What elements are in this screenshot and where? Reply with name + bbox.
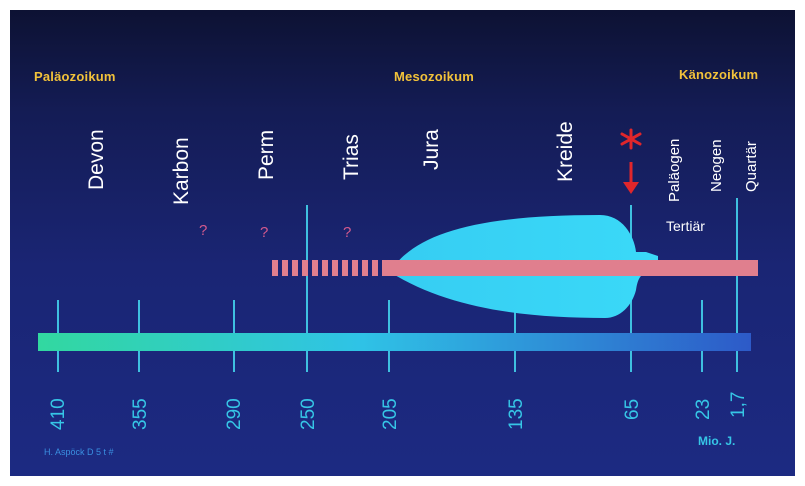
red-down-arrow-icon xyxy=(623,162,639,194)
uncertain-range-dashes xyxy=(272,260,378,276)
age-label-65: 65 xyxy=(622,398,643,420)
geologic-timeline-slide: Paläozoikum Mesozoikum Känozoikum Devon … xyxy=(10,10,795,476)
age-label-23: 23 xyxy=(693,398,714,420)
period-karbon: Karbon xyxy=(170,137,193,205)
period-kreide: Kreide xyxy=(554,121,577,182)
period-perm: Perm xyxy=(255,129,278,180)
confirmed-range-bar xyxy=(382,260,758,276)
tertiary-label: Tertiär xyxy=(666,218,705,234)
timeline-graphics xyxy=(38,128,758,372)
question-mark-karbon: ? xyxy=(199,222,208,239)
age-label-410: 410 xyxy=(48,398,69,430)
period-quartaer: Quartär xyxy=(743,141,760,192)
period-palaeogen: Paläogen xyxy=(666,138,683,202)
age-label-290: 290 xyxy=(224,398,245,430)
period-devon: Devon xyxy=(85,129,108,190)
red-star-icon xyxy=(620,128,642,150)
question-mark-perm: ? xyxy=(260,224,269,241)
period-jura: Jura xyxy=(420,129,443,170)
age-label-250: 250 xyxy=(298,398,319,430)
credit-label: H. Aspöck D 5 t # xyxy=(44,447,114,457)
age-label-355: 355 xyxy=(130,398,151,430)
period-trias: Trias xyxy=(340,134,363,180)
era-label-mesozoic: Mesozoikum xyxy=(394,69,475,84)
age-label-1-7: 1,7 xyxy=(728,391,749,418)
unit-label: Mio. J. xyxy=(698,434,736,448)
age-label-135: 135 xyxy=(506,398,527,430)
timeline-bar xyxy=(38,333,751,351)
question-mark-trias: ? xyxy=(343,224,352,241)
era-label-cenozoic: Känozoikum xyxy=(679,67,759,82)
era-label-palaeozoic: Paläozoikum xyxy=(34,69,116,84)
period-neogen: Neogen xyxy=(708,139,725,192)
age-label-205: 205 xyxy=(380,398,401,430)
